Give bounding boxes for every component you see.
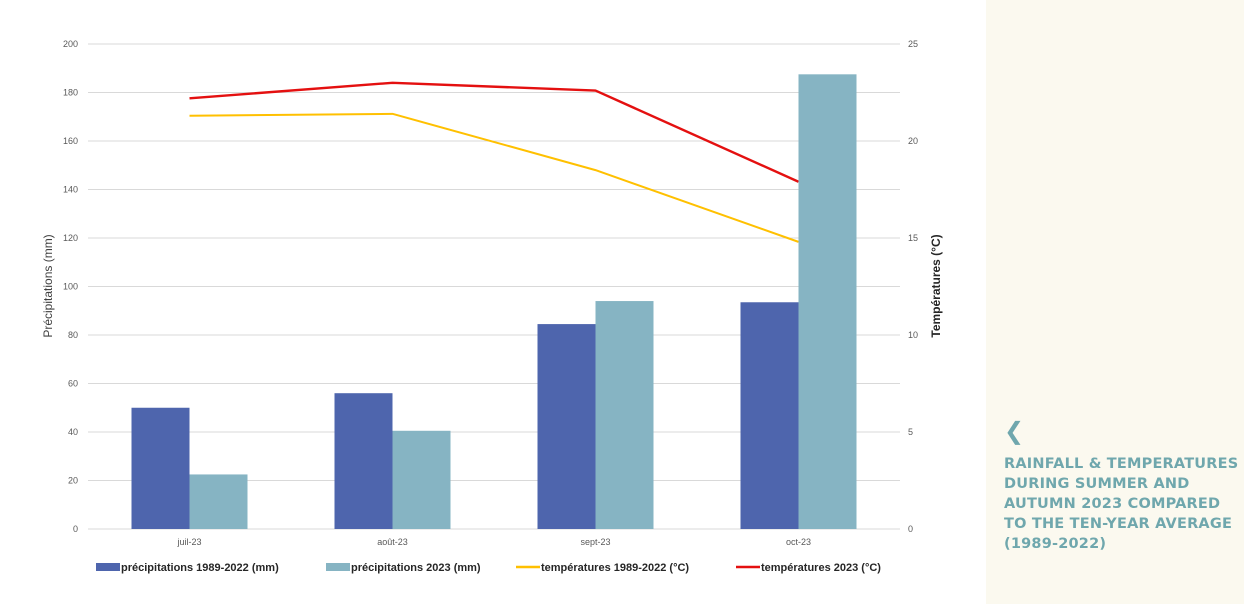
y-tick-left: 120 [63,233,78,243]
bar-precip-2023 [392,430,451,529]
y-tick-left: 20 [68,476,78,486]
y-axis-title-left: Précipitations (mm) [41,234,55,337]
y-tick-left: 80 [68,330,78,340]
rainfall-temperature-chart: 0 20 40 60 80 100 120 140 160 180 200 0 5 10 15 20 25 jui… [41,39,943,574]
y-tick-left: 140 [63,185,78,195]
y-tick-left: 0 [73,524,78,534]
temperature-lines [189,81,799,243]
legend-label: températures 1989-2022 (°C) [541,562,689,574]
bar-precip-1989-2022 [131,407,190,529]
legend-swatch [326,563,350,571]
line-temp-2023 [189,81,799,183]
y-tick-left: 60 [68,379,78,389]
legend-label: précipitations 2023 (mm) [351,562,481,574]
bar-precip-1989-2022 [537,324,596,529]
chart-panel: 0 20 40 60 80 100 120 140 160 180 200 0 5 10 15 20 25 jui… [0,0,986,604]
bars [131,74,857,529]
legend-swatch [96,563,120,571]
x-tick: août-23 [377,537,408,547]
chevron-left-icon[interactable]: ❮ [1004,417,1025,445]
legend: précipitations 1989-2022 (mm) précipitati… [96,562,881,574]
y-tick-left: 160 [63,136,78,146]
y-tick-left: 100 [63,282,78,292]
x-tick: sept-23 [580,537,610,547]
legend-label: précipitations 1989-2022 (mm) [121,562,279,574]
y-tick-right: 15 [908,233,918,243]
bar-precip-2023 [595,301,654,529]
y-tick-left: 200 [63,39,78,49]
y-tick-right: 0 [908,524,913,534]
y-tick-right: 10 [908,330,918,340]
bar-precip-2023 [189,474,248,529]
x-tick: juil-23 [176,537,201,547]
caption-text: RAINFALL & TEMPERATURES DURING SUMMER AN… [1004,456,1239,552]
tick-labels: 0 20 40 60 80 100 120 140 160 180 200 0 5 10 15 20 25 jui… [63,39,918,547]
y-tick-right: 5 [908,427,913,437]
bar-precip-2023 [798,74,857,529]
bar-precip-1989-2022 [334,393,393,529]
legend-label: températures 2023 (°C) [761,562,881,574]
bar-precip-1989-2022 [740,302,799,529]
y-tick-left: 40 [68,427,78,437]
x-tick: oct-23 [786,537,811,547]
y-tick-left: 180 [63,88,78,98]
y-tick-right: 20 [908,136,918,146]
line-temp-1989-2022 [189,112,799,243]
y-tick-right: 25 [908,39,918,49]
side-caption: ❮ RAINFALL & TEMPERATURES DURING SUMMER … [1004,418,1244,554]
y-axis-title-right: Températures (°C) [929,234,943,337]
